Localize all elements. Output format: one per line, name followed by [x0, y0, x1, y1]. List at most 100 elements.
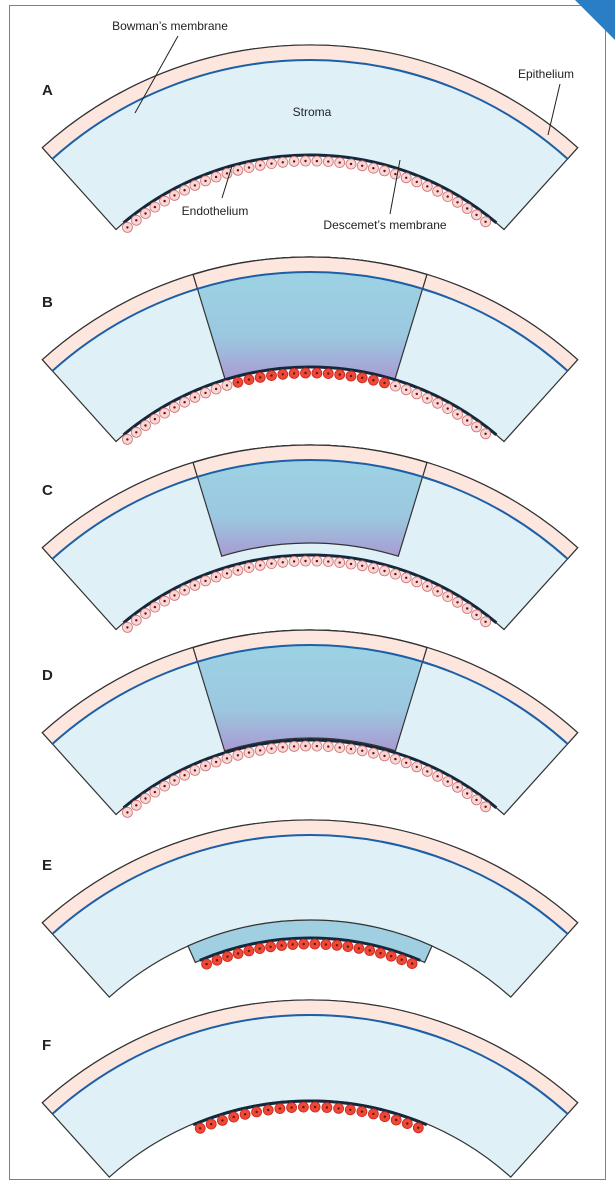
cell-nucleus — [270, 747, 272, 749]
cell-nucleus — [466, 607, 468, 609]
cell-nucleus — [383, 170, 385, 172]
cell-nucleus — [302, 1106, 304, 1108]
cell-nucleus — [361, 377, 363, 379]
cell-nucleus — [215, 761, 217, 763]
cell-nucleus — [204, 580, 206, 582]
cell-nucleus — [183, 189, 185, 191]
cell-nucleus — [475, 214, 477, 216]
cell-nucleus — [436, 190, 438, 192]
cell-nucleus — [126, 626, 128, 628]
cell-nucleus — [144, 212, 146, 214]
cell-nucleus — [372, 752, 374, 754]
cell-nucleus — [394, 173, 396, 175]
cell-nucleus — [290, 1106, 292, 1108]
cell-nucleus — [314, 1106, 316, 1108]
annotation: Descemet’s membrane — [323, 218, 446, 232]
annotation: Bowman’s membrane — [112, 19, 228, 33]
cell-nucleus — [475, 799, 477, 801]
cell-nucleus — [144, 424, 146, 426]
corner-decoration — [575, 0, 615, 40]
cell-nucleus — [304, 160, 306, 162]
cell-nucleus — [270, 562, 272, 564]
panel: B — [42, 257, 578, 444]
cell-nucleus — [456, 201, 458, 203]
cell-nucleus — [327, 160, 329, 162]
cell-nucleus — [292, 943, 294, 945]
cell-nucleus — [484, 621, 486, 623]
cell-nucleus — [144, 612, 146, 614]
cell-nucleus — [426, 585, 428, 587]
cell-nucleus — [237, 952, 239, 954]
panel: C — [42, 445, 578, 632]
cell-nucleus — [466, 207, 468, 209]
cell-nucleus — [350, 163, 352, 165]
cell-nucleus — [221, 1119, 223, 1121]
panel: A — [42, 45, 578, 232]
cell-nucleus — [416, 766, 418, 768]
cell-nucleus — [426, 397, 428, 399]
cell-nucleus — [135, 619, 137, 621]
panel-label: F — [42, 1037, 51, 1054]
cell-nucleus — [337, 1107, 339, 1109]
cell-nucleus — [304, 745, 306, 747]
cell-nucleus — [259, 749, 261, 751]
cell-nucleus — [226, 572, 228, 574]
cell-nucleus — [394, 758, 396, 760]
cell-nucleus — [226, 172, 228, 174]
cell-nucleus — [293, 372, 295, 374]
cell-nucleus — [226, 384, 228, 386]
cell-nucleus — [350, 563, 352, 565]
cell-nucleus — [303, 943, 305, 945]
cell-nucleus — [426, 770, 428, 772]
cell-nucleus — [384, 1116, 386, 1118]
figure: ABCDEF Bowman’s membrane Stroma Epitheli… — [0, 0, 615, 1185]
cell-nucleus — [194, 184, 196, 186]
cell-nucleus — [456, 786, 458, 788]
cell-nucleus — [383, 755, 385, 757]
cell-nucleus — [279, 1107, 281, 1109]
cell-nucleus — [401, 959, 403, 961]
cell-nucleus — [154, 418, 156, 420]
cell-nucleus — [361, 565, 363, 567]
cell-nucleus — [447, 780, 449, 782]
cell-nucleus — [194, 396, 196, 398]
stroma — [42, 1000, 577, 1177]
cell-nucleus — [466, 792, 468, 794]
cell-nucleus — [154, 791, 156, 793]
cell-nucleus — [405, 577, 407, 579]
cell-nucleus — [436, 590, 438, 592]
cell-nucleus — [350, 748, 352, 750]
panel-label: B — [42, 294, 53, 311]
cell-nucleus — [426, 185, 428, 187]
cell-nucleus — [270, 162, 272, 164]
cell-nucleus — [194, 769, 196, 771]
cell-nucleus — [361, 1110, 363, 1112]
cell-nucleus — [248, 166, 250, 168]
cell-nucleus — [163, 412, 165, 414]
cell-nucleus — [204, 392, 206, 394]
cell-nucleus — [361, 750, 363, 752]
cell-nucleus — [372, 1113, 374, 1115]
cell-nucleus — [205, 963, 207, 965]
cell-nucleus — [248, 378, 250, 380]
cell-nucleus — [304, 372, 306, 374]
cell-nucleus — [405, 389, 407, 391]
annotation: Endothelium — [182, 204, 249, 218]
cell-nucleus — [135, 804, 137, 806]
cell-nucleus — [339, 373, 341, 375]
cell-nucleus — [379, 952, 381, 954]
cell-nucleus — [416, 181, 418, 183]
panel: E — [42, 820, 578, 997]
cell-nucleus — [447, 595, 449, 597]
cell-nucleus — [126, 438, 128, 440]
cell-nucleus — [369, 949, 371, 951]
cell-nucleus — [327, 745, 329, 747]
cell-nucleus — [456, 601, 458, 603]
cell-nucleus — [199, 1127, 201, 1129]
cell-nucleus — [255, 1111, 257, 1113]
cell-nucleus — [215, 576, 217, 578]
cell-nucleus — [237, 569, 239, 571]
cell-nucleus — [316, 745, 318, 747]
cell-nucleus — [282, 746, 284, 748]
